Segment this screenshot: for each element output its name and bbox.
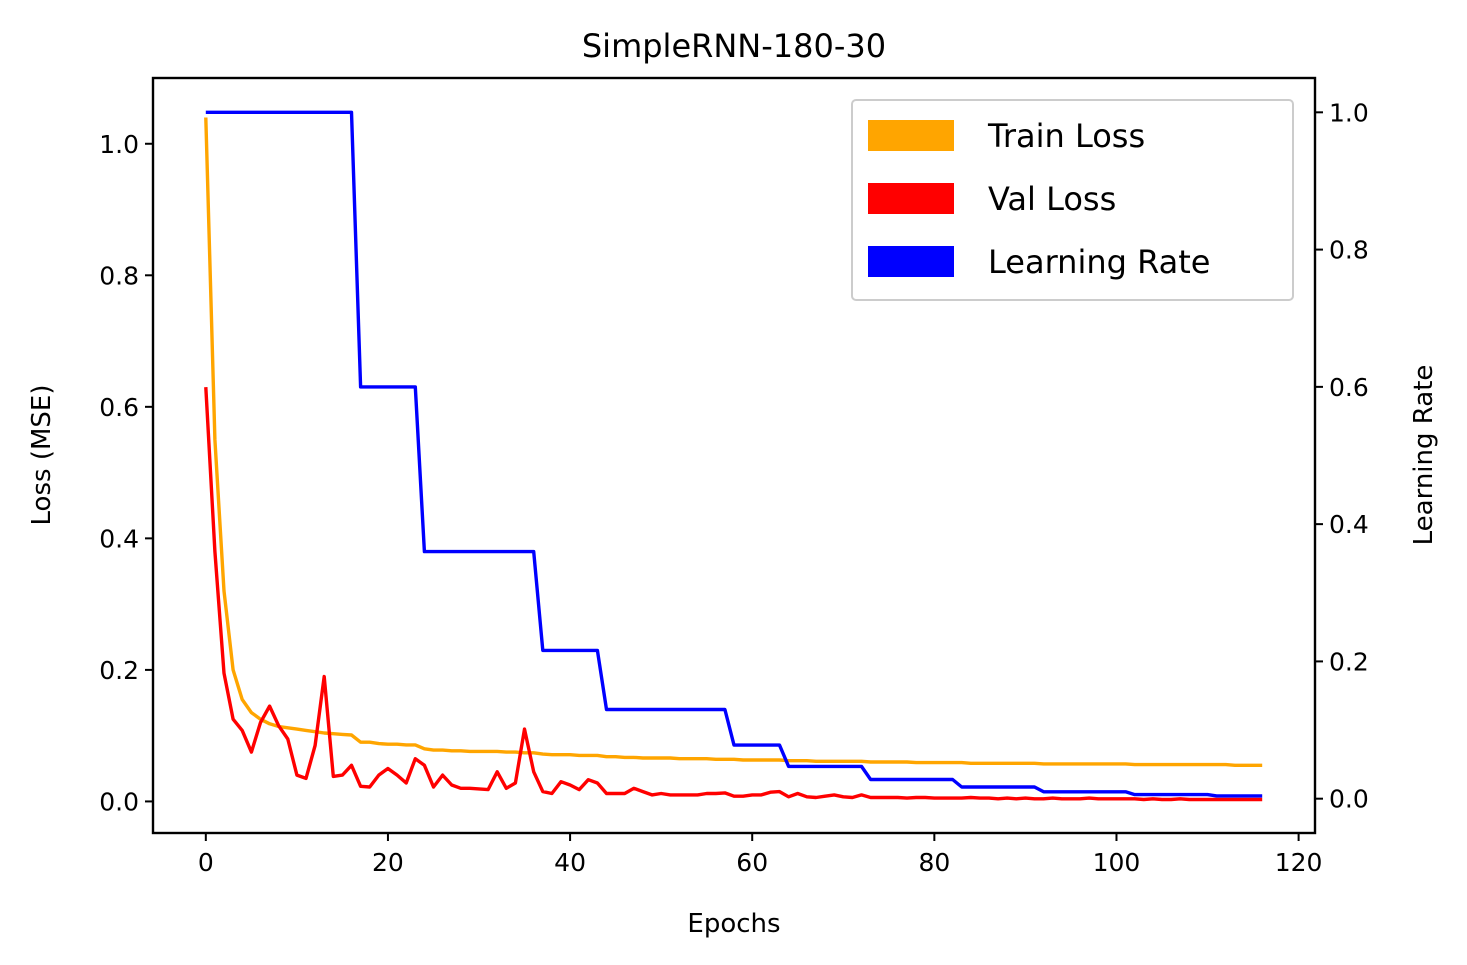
legend-swatch-learning-rate [868, 246, 954, 277]
x-tick-label: 120 [1275, 848, 1323, 877]
series-line-train-loss [204, 117, 1263, 767]
y2-tick-label: 0.2 [1329, 647, 1369, 676]
legend-box [851, 99, 1294, 301]
legend-label-learning-rate: Learning Rate [988, 243, 1210, 281]
legend-label-val-loss: Val Loss [988, 180, 1116, 218]
legend-swatch-val-loss [868, 183, 954, 214]
plot-series [204, 110, 1263, 802]
y-tick-label: 0.6 [99, 393, 139, 422]
y2-tick-label: 0.6 [1329, 373, 1369, 402]
legend-swatch-train-loss [868, 120, 954, 151]
x-axis-ticks: 0 20 40 60 80 100 120 [198, 833, 1323, 877]
y-axis-ticks: 0.0 0.2 0.4 0.6 0.8 1.0 [99, 130, 153, 816]
y2-tick-label: 0.0 [1329, 785, 1369, 814]
y2-tick-label: 0.4 [1329, 510, 1369, 539]
series-line-val-loss [204, 387, 1263, 802]
y-tick-label: 0.8 [99, 261, 139, 290]
x-axis-label: Epochs [687, 909, 780, 939]
x-tick-label: 100 [1093, 848, 1141, 877]
plot-frame [151, 76, 1317, 835]
x-tick-label: 60 [736, 848, 768, 877]
chart-title: SimpleRNN-180-30 [582, 27, 886, 65]
x-tick-label: 40 [554, 848, 586, 877]
legend: Train Loss Val Loss Learning Rate [851, 99, 1294, 301]
legend-label-train-loss: Train Loss [987, 117, 1145, 155]
y-tick-label: 0.4 [99, 524, 139, 553]
x-tick-label: 0 [198, 848, 214, 877]
y-tick-label: 1.0 [99, 130, 139, 159]
y-tick-label: 0.0 [99, 787, 139, 816]
y2-tick-label: 0.8 [1329, 236, 1369, 265]
x-tick-label: 20 [372, 848, 404, 877]
x-tick-label: 80 [918, 848, 950, 877]
y2-tick-label: 1.0 [1329, 98, 1369, 127]
y2-axis-ticks: 0.0 0.2 0.4 0.6 0.8 1.0 [1315, 98, 1369, 814]
y2-axis-label: Learning Rate [1409, 365, 1439, 546]
y-tick-label: 0.2 [99, 656, 139, 685]
y-axis-label: Loss (MSE) [27, 385, 57, 526]
series-line-learning-rate [205, 110, 1263, 798]
